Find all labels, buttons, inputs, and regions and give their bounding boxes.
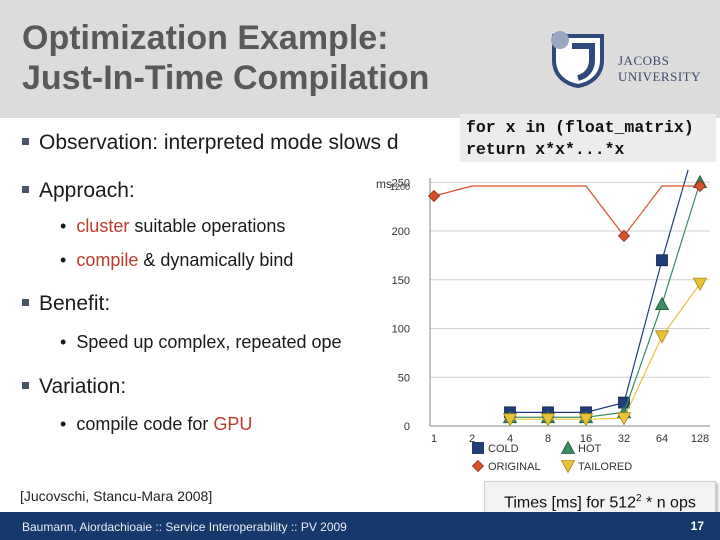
bullet-square-icon [22,298,29,306]
bullet-observation: Observation: interpreted mode slows d [22,131,399,155]
y-tick-label: 200 [392,226,410,238]
bullet-square-icon [22,185,29,193]
y-tick-label: 0 [404,421,410,433]
data-point [540,413,556,427]
data-point [502,413,518,427]
data-point [656,254,668,267]
bullet-benefit: Benefit: [22,292,110,316]
data-point [617,229,631,242]
data-point [654,296,670,311]
x-tick-label: 8 [545,433,551,445]
gpu-word: GPU [213,414,253,434]
sub-bullet-cluster: • cluster suitable operations [60,216,285,237]
jacobs-logo-icon [551,31,604,88]
y-tick-label: 50 [398,372,410,384]
bullet-square-icon [22,137,29,145]
y-tick-label: 100 [392,324,410,336]
sub-bullet-speedup: • Speed up complex, repeated ope [60,332,342,353]
footer-text: Baumann, Aiordachioaie :: Service Intero… [22,520,347,534]
x-tick-label: 128 [691,433,709,445]
series-line [510,170,689,413]
x-tick-label: 64 [656,433,668,445]
benefit-text: Benefit: [39,292,111,315]
text-clip-cover [374,330,394,358]
cluster-rest: suitable operations [129,216,286,236]
timing-chart: 0501001502002503003504001200ms1248163264… [376,170,710,474]
observation-text: Observation: interpreted mode slows d [39,131,399,154]
cluster-word: cluster [76,216,130,236]
slide-title-line2: Just-In-Time Compilation [22,59,430,97]
logo-line1: JACOBS [618,53,670,68]
footer-bar: Baumann, Aiordachioaie :: Service Intero… [0,512,720,540]
data-point [616,412,632,426]
legend-label: HOT [578,443,602,455]
legend-label: TAILORED [578,461,632,473]
bullet-variation: Variation: [22,375,126,399]
logo-text: JACOBS UNIVERSITY [618,53,701,85]
legend-label: COLD [488,443,519,455]
x-tick-label: 2 [469,433,475,445]
data-point [471,459,485,473]
y-tick-label: 1200 [390,182,410,192]
slide-title: Optimization Example: Just-In-Time Compi… [22,18,429,98]
series-line [433,185,700,237]
caption-suffix: * n ops [641,494,696,512]
speedup-text: Speed up complex, repeated ope [76,332,342,352]
gpu-prefix: compile code for [76,414,214,434]
page-number: 17 [690,519,704,533]
bullet-square-icon [22,381,29,389]
legend-label: ORIGINAL [488,461,541,473]
sub-bullet-compile: • compile & dynamically bind [60,250,293,271]
bullet-dot-icon: • [60,332,67,352]
y-axis-label: ms [376,177,392,191]
bullet-dot-icon: • [60,250,67,270]
variation-text: Variation: [39,375,127,398]
data-point [560,460,576,474]
x-tick-label: 1 [431,433,437,445]
citation: [Jucovschi, Stancu-Mara 2008] [20,488,213,504]
series-line [510,283,701,420]
caption-prefix: Times [ms] for 512 [504,494,637,512]
data-point [560,440,576,454]
x-tick-label: 16 [580,433,592,445]
sub-bullet-gpu: • compile code for GPU [60,414,252,435]
code-line2: return x*x*...*x [466,140,625,159]
data-point [427,189,441,203]
bullet-approach: Approach: [22,179,135,203]
y-tick-label: 150 [392,275,410,287]
slide-title-line1: Optimization Example: [22,19,389,57]
y-tick-label: 250 [392,177,410,189]
x-tick-label: 32 [618,433,630,445]
data-point [578,413,594,427]
caption-sup: 2 [636,493,642,504]
x-tick-label: 4 [507,433,513,445]
data-point [692,277,708,291]
code-box: for x in (float_matrix) return x*x*...*x [460,114,716,162]
compile-word: compile [76,250,139,270]
data-point [472,442,484,454]
series-line [510,182,701,418]
code-line1: for x in (float_matrix) [466,118,694,137]
logo-line2: UNIVERSITY [618,69,701,84]
bullet-dot-icon: • [60,414,67,434]
bullet-dot-icon: • [60,216,67,236]
data-point [654,330,670,344]
compile-rest: & dynamically bind [138,250,294,270]
approach-text: Approach: [39,179,135,202]
data-point [693,179,707,193]
